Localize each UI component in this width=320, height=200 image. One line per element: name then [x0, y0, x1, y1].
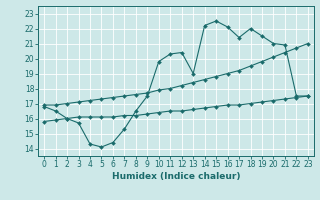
X-axis label: Humidex (Indice chaleur): Humidex (Indice chaleur): [112, 172, 240, 181]
